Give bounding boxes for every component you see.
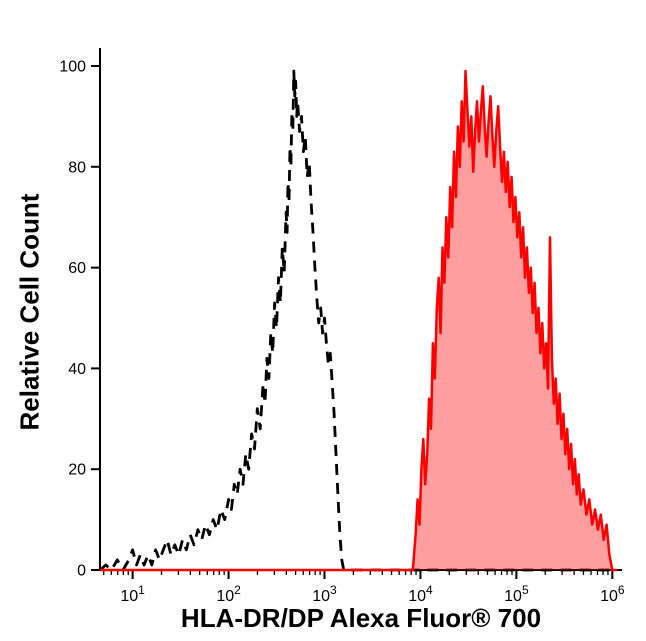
svg-text:40: 40 — [68, 361, 86, 378]
y-axis-title: Relative Cell Count — [14, 193, 45, 431]
svg-text:103: 103 — [312, 583, 337, 605]
svg-text:105: 105 — [504, 583, 529, 605]
svg-text:104: 104 — [408, 583, 433, 605]
svg-text:80: 80 — [68, 159, 86, 176]
svg-text:100: 100 — [59, 59, 86, 76]
svg-text:102: 102 — [216, 583, 241, 605]
svg-text:106: 106 — [600, 583, 625, 605]
svg-text:60: 60 — [68, 260, 86, 277]
x-axis-title: HLA-DR/DP Alexa Fluor® 700 — [180, 603, 542, 633]
svg-text:101: 101 — [120, 583, 145, 605]
svg-text:20: 20 — [68, 462, 86, 479]
svg-text:0: 0 — [77, 563, 86, 580]
